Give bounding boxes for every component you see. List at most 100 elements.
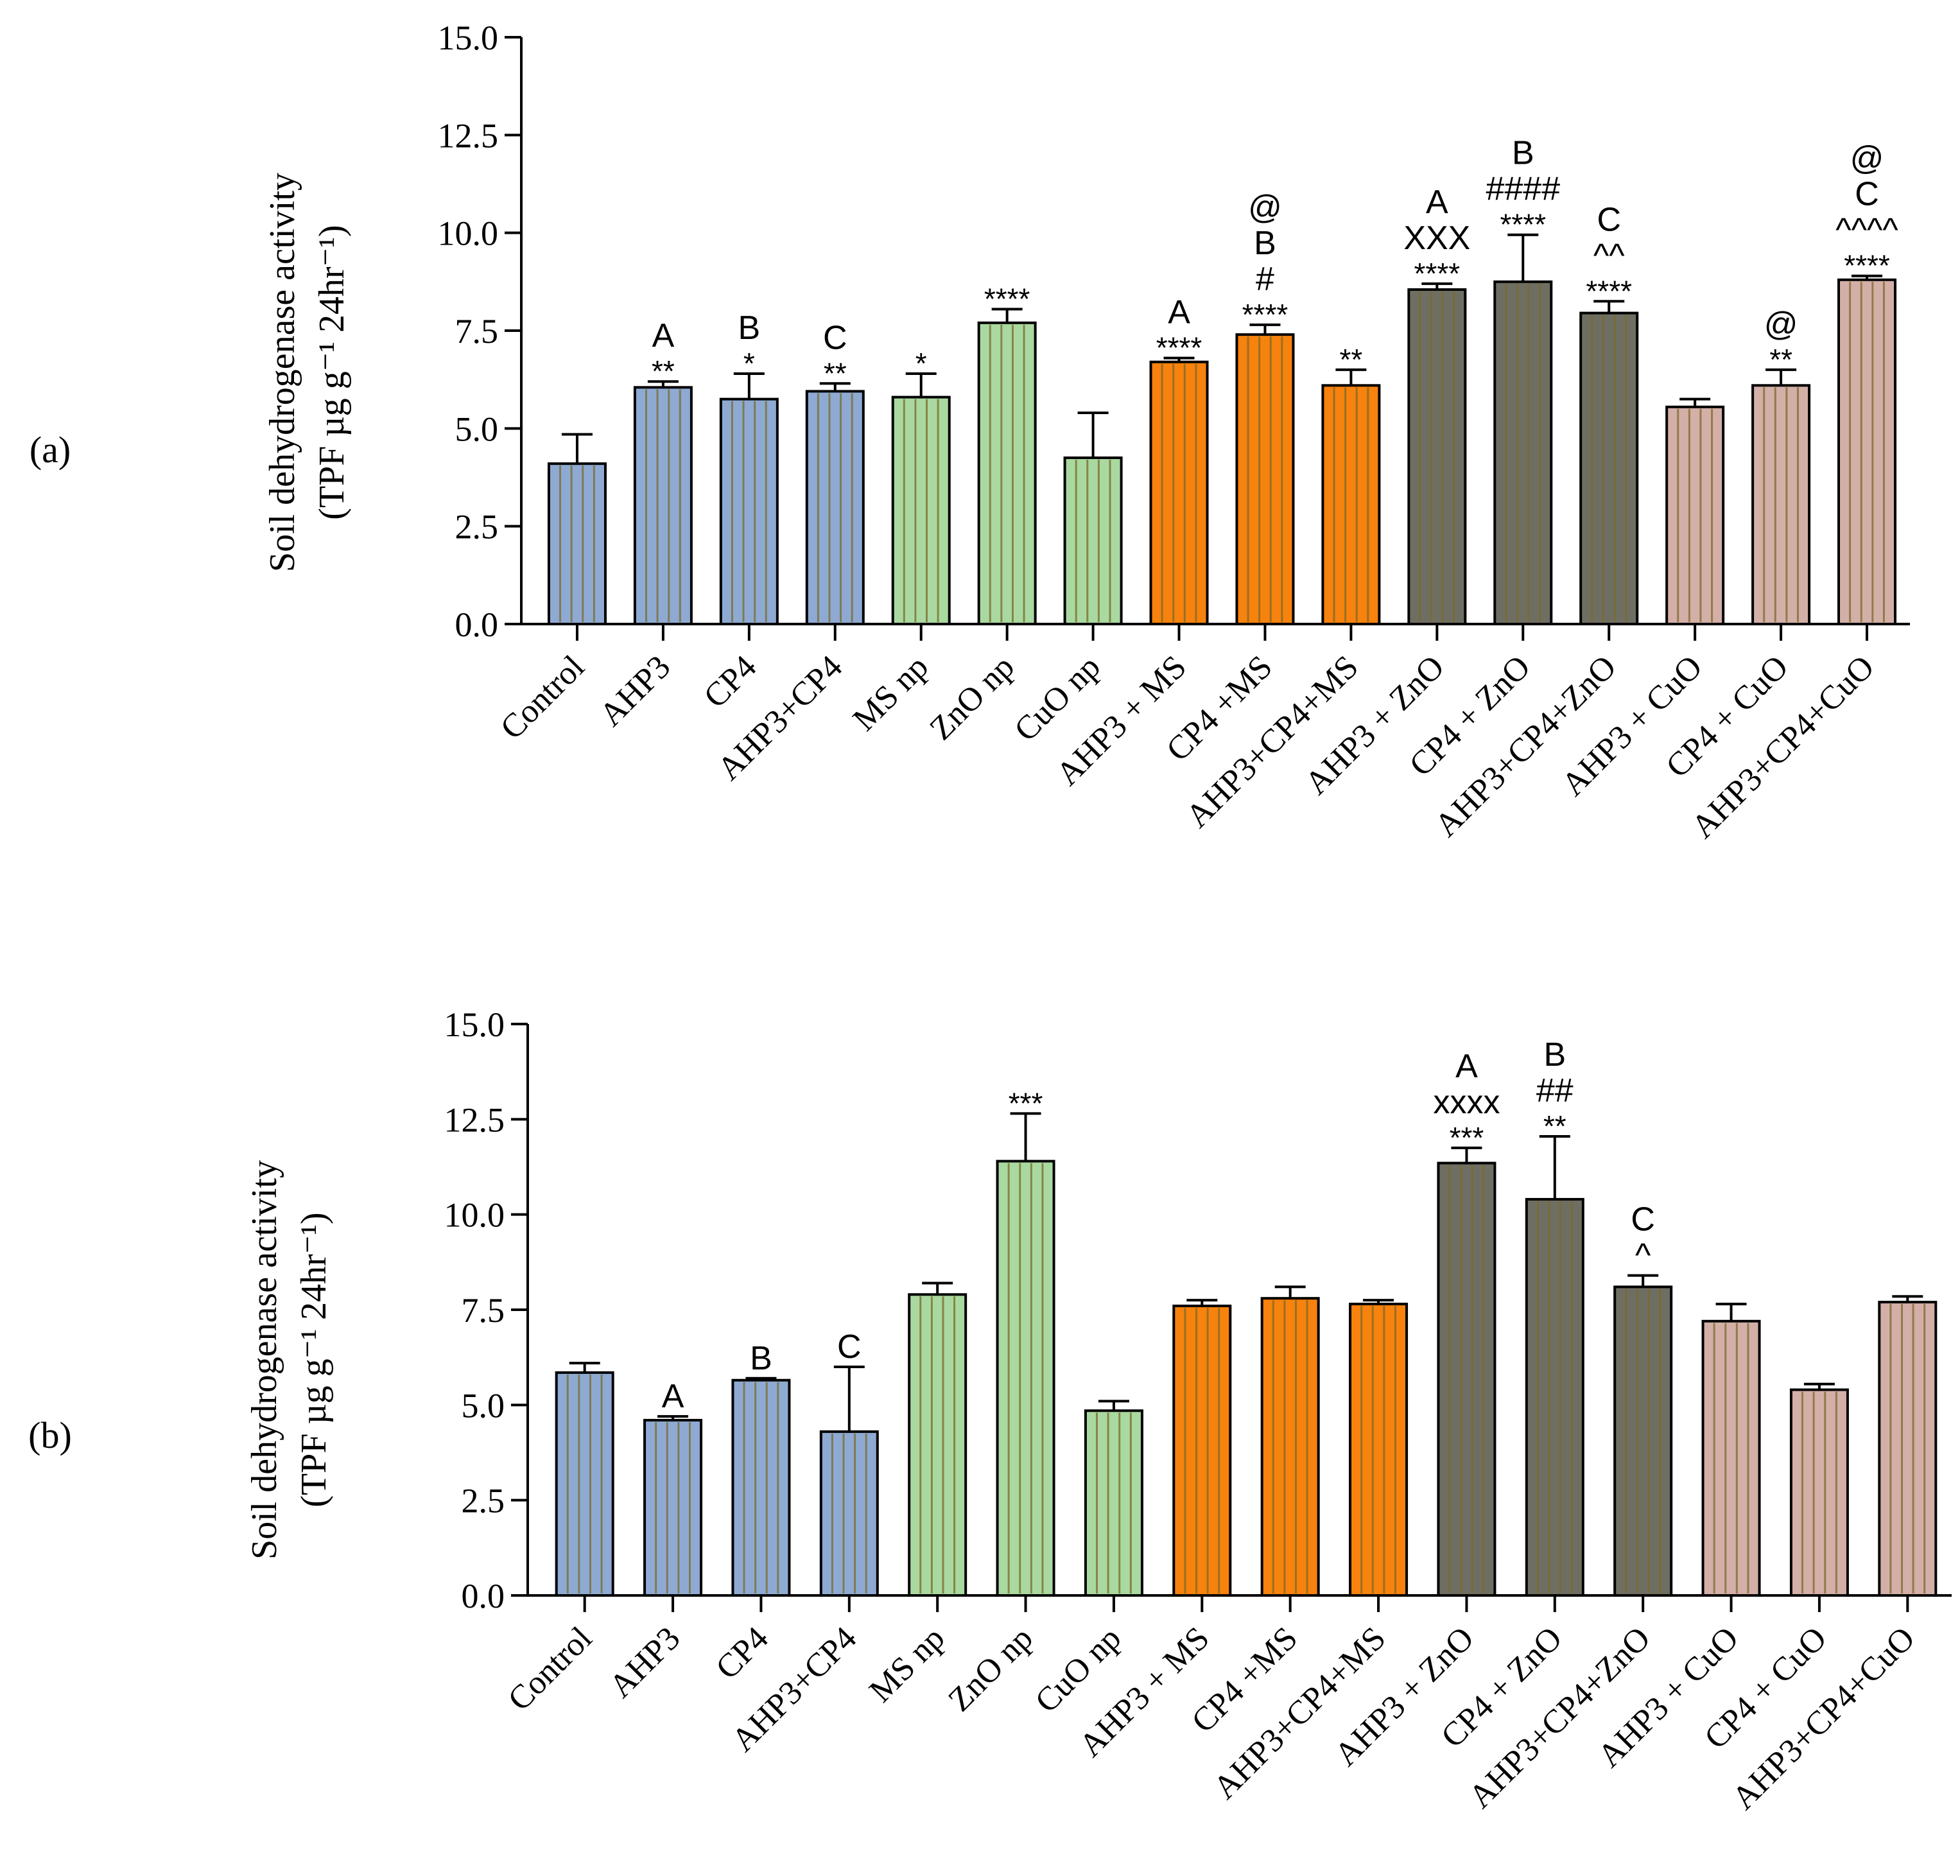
y-tick-label: 7.5	[455, 312, 499, 351]
significance-annotation: XXX	[1403, 220, 1470, 257]
y-tick-label: 10.0	[438, 214, 499, 253]
significance-annotation: ****	[1242, 298, 1288, 331]
x-tick-label: MS np	[846, 648, 935, 738]
bar	[1084, 1409, 1143, 1597]
significance-annotation: ****	[1844, 249, 1890, 282]
y-tick-label: 7.5	[462, 1291, 505, 1330]
significance-annotation: ****	[984, 282, 1030, 315]
significance-annotation: *	[915, 347, 927, 380]
significance-annotation: *	[743, 347, 755, 380]
significance-annotation: ****	[1156, 331, 1202, 365]
bar	[1063, 456, 1123, 625]
significance-annotation: A	[1455, 1048, 1478, 1085]
bar	[1493, 280, 1553, 626]
x-tick-label: Control	[494, 648, 592, 747]
bar	[1407, 288, 1467, 625]
y-tick-label: 10.0	[444, 1196, 505, 1235]
significance-annotation: ^^^^	[1835, 212, 1898, 249]
bar	[1789, 1388, 1849, 1597]
significance-annotation: A	[1168, 294, 1190, 331]
bar	[1437, 1161, 1496, 1597]
significance-annotation: C	[1597, 201, 1621, 238]
significance-annotation: ****	[1500, 208, 1546, 241]
bar	[1172, 1305, 1232, 1597]
significance-annotation: B	[738, 309, 761, 347]
significance-annotation: ####	[1486, 171, 1560, 208]
bar	[731, 1378, 791, 1597]
significance-annotation: @	[1764, 306, 1798, 343]
significance-annotation: B	[1254, 225, 1276, 262]
significance-annotation: **	[1769, 343, 1792, 376]
bar	[633, 386, 693, 625]
significance-annotation: @	[1248, 189, 1282, 226]
significance-annotation: ****	[1586, 274, 1632, 308]
significance-annotation: ***	[1450, 1121, 1484, 1154]
bar	[1878, 1301, 1938, 1597]
bar	[1665, 405, 1725, 625]
x-tick-label: ZnO np	[923, 648, 1021, 747]
bar	[805, 390, 865, 625]
bar	[1321, 384, 1381, 625]
significance-annotation: B	[1543, 1036, 1566, 1073]
bar	[1149, 360, 1209, 625]
significance-annotation: ^	[1635, 1237, 1651, 1274]
significance-annotation: ***	[1009, 1086, 1043, 1120]
y-axis-title: Soil dehydrogenase activity	[245, 1160, 284, 1559]
bar	[1579, 311, 1639, 625]
bar	[719, 397, 779, 626]
y-axis-units: (TPF µg g⁻¹ 24hr⁻¹)	[294, 1212, 334, 1507]
y-tick-label: 12.5	[444, 1100, 505, 1139]
bar	[1837, 278, 1897, 625]
x-tick-label: AHP3	[593, 648, 677, 733]
bar	[891, 395, 951, 625]
y-tick-label: 0.0	[455, 605, 499, 644]
panel-label: (b)	[28, 1414, 72, 1456]
bar	[547, 462, 607, 625]
significance-annotation: A	[1426, 184, 1448, 221]
y-tick-label: 15.0	[444, 1005, 505, 1044]
significance-annotation: C	[1855, 176, 1879, 213]
significance-annotation: C	[837, 1328, 862, 1366]
x-tick-label: Control	[501, 1620, 600, 1718]
panel-a: (a) Soil dehydrogenase activity (TPF µg …	[30, 19, 1910, 846]
significance-annotation: A	[662, 1378, 684, 1415]
y-axis-units: (TPF µg g⁻¹ 24hr⁻¹)	[312, 225, 352, 519]
y-axis-title: Soil dehydrogenase activity	[263, 173, 302, 572]
significance-annotation: xxxx	[1433, 1084, 1500, 1121]
significance-annotation: @	[1850, 140, 1884, 177]
significance-annotation: C	[1631, 1201, 1655, 1238]
x-tick-label: ZnO np	[941, 1620, 1040, 1719]
significance-annotation: ^^	[1593, 237, 1625, 274]
bar	[1235, 333, 1295, 625]
bar	[1613, 1285, 1673, 1597]
bar	[819, 1430, 879, 1597]
significance-annotation: C	[823, 319, 847, 356]
y-tick-label: 12.5	[438, 116, 499, 155]
x-tick-label: AHP3	[602, 1620, 687, 1705]
bar	[1349, 1303, 1409, 1597]
x-tick-label: CP4	[697, 648, 764, 715]
panel-label: (a)	[30, 429, 71, 471]
significance-annotation: #	[1256, 261, 1274, 298]
bar	[1751, 384, 1811, 625]
significance-annotation: B	[750, 1340, 772, 1377]
x-tick-label: MS np	[862, 1620, 951, 1709]
significance-annotation: A	[652, 317, 675, 354]
bar	[908, 1293, 967, 1597]
bar	[977, 321, 1037, 625]
x-tick-label: CP4	[709, 1620, 776, 1687]
bar	[996, 1159, 1055, 1597]
bar	[1701, 1319, 1761, 1597]
panel-b: (b) Soil dehydrogenase activity (TPF µg …	[28, 1005, 1952, 1817]
significance-annotation: **	[1340, 343, 1363, 376]
y-tick-label: 5.0	[462, 1386, 505, 1425]
bar	[1260, 1297, 1320, 1597]
y-tick-label: 15.0	[438, 19, 499, 57]
significance-annotation: **	[824, 356, 847, 390]
significance-annotation: ****	[1414, 257, 1461, 290]
y-tick-label: 2.5	[462, 1482, 505, 1520]
significance-annotation: **	[1543, 1109, 1566, 1143]
plot-area: 0.0 2.5 5.0 7.5 10.0 12.5 15.0 Control AHP3 A CP4 B…	[444, 1005, 1952, 1817]
